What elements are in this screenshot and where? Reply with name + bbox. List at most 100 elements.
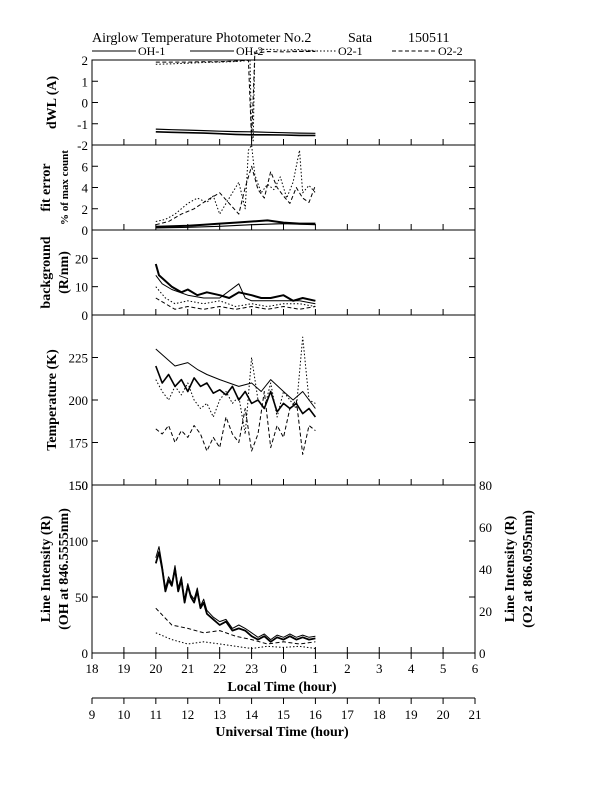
panel-2: 6 4 2 0 fit error % of max count [39,144,476,238]
series-o2-1 [155,286,316,307]
panel-1: 2 1 0 -1 -2 dWL (A) [45,48,476,153]
panel-frame [91,314,476,486]
legend-label-oh-1: OH-1 [138,44,165,58]
universal-time-tick-label: 13 [213,707,226,722]
panel-frame [91,229,476,316]
local-time-tick-label: 21 [181,661,194,676]
series-oh-1 [155,128,316,134]
universal-time-tick-label: 20 [437,707,450,722]
y-tick-label: 175 [69,436,89,451]
y-tick-label: -2 [77,138,88,153]
y-tick-label: 0 [82,646,89,661]
local-time-label: Local Time (hour) [227,680,336,695]
series-o2-2 [155,391,316,455]
universal-time-tick-label: 17 [341,707,355,722]
series-o2-1 [155,607,316,645]
y-tick-label: 10 [75,280,88,295]
series-oh-1 [154,551,316,643]
y-tick-label: 0 [82,223,89,238]
y-axis-label: dWL (A) [45,76,60,130]
local-time-tick-label: 4 [408,661,415,676]
series-oh-1 [155,348,316,409]
legend: OH-1 OH-2 O2-1 O2-2 [92,44,463,58]
series-oh-2 [155,274,316,305]
y-tick-label: -1 [77,117,88,132]
y-axis-label-right-2: (O2 at 866.0595nm) [521,510,536,628]
y-tick-label: 0 [82,308,89,323]
local-time-tick-label: 1 [312,661,319,676]
y-tick-label: 2 [82,202,89,217]
local-time-tick-label: 0 [280,661,287,676]
date-label: 150511 [408,31,449,46]
universal-time-tick-label: 19 [405,707,418,722]
series-o2-2 [155,51,316,142]
legend-label-o2-2: O2-2 [438,44,463,58]
site-name: Sata [348,31,373,46]
y-tick-label: 100 [69,534,89,549]
universal-time-tick-label: 12 [181,707,194,722]
series-oh-2 [155,219,316,228]
universal-time-tick-label: 11 [150,707,163,722]
local-time-tick-label: 2 [344,661,351,676]
series-o2-1 [155,336,316,435]
y-tick-label-right: 80 [479,478,492,493]
universal-time-tick-label: 18 [373,707,386,722]
local-time-tick-label: 5 [440,661,447,676]
y-axis-label-2: (OH at 846.5555nm) [57,508,72,630]
series-o2-1 [155,144,316,222]
y-tick-label: 1 [82,74,89,89]
chart-title: Airglow Temperature Photometer No.2 [92,31,311,46]
y-tick-label-right: 40 [479,562,492,577]
series-o2-2 [155,297,316,310]
series-oh-2 [155,365,317,418]
universal-time-tick-label: 10 [117,707,130,722]
y-axis-label: background [39,236,54,308]
y-axis-label: fit error [39,163,54,211]
y-tick-label: 225 [69,351,89,366]
y-axis-label-2: % of max count [59,150,71,225]
y-tick-label: 6 [82,159,89,174]
universal-time-tick-label: 15 [277,707,290,722]
series-o2-2 [155,165,316,226]
local-time-tick-label: 3 [376,661,383,676]
y-axis-label-right: Line Intensity (R) [503,515,518,622]
series-oh-2 [155,131,316,137]
y-tick-label-right: 0 [479,646,486,661]
legend-label-oh-2: OH-2 [236,44,263,58]
local-time-tick-label: 19 [117,661,130,676]
panel-4: 225 200 175 150 Temperature (K) [45,314,476,493]
universal-time-tick-label: 16 [309,707,323,722]
y-tick-label: 4 [82,181,89,196]
local-time-tick-label: 23 [245,661,258,676]
panel-frame [91,484,476,654]
y-tick-label-right: 20 [479,604,492,619]
universal-time-tick-label: 21 [469,707,482,722]
local-time-tick-label: 18 [86,661,99,676]
universal-time-tick-label: 9 [89,707,96,722]
legend-label-o2-1: O2-1 [338,44,363,58]
y-tick-label: 2 [82,53,89,68]
series-oh-2 [155,546,316,641]
local-time-tick-label: 6 [472,661,479,676]
y-tick-label: 150 [69,478,89,493]
y-axis-label: Line Intensity (R) [39,515,54,622]
y-tick-label-right: 60 [479,520,492,535]
y-tick-label: 200 [69,393,89,408]
universal-time-tick-label: 14 [245,707,259,722]
y-axis-label: Temperature (K) [45,349,60,451]
series-o2-1 [155,48,316,142]
y-tick-label: 50 [75,590,88,605]
y-tick-label: 20 [75,251,88,266]
local-time-tick-label: 20 [149,661,162,676]
panel-frame [91,144,476,231]
y-tick-label: 0 [82,96,89,111]
y-tick-label: 150 [69,478,89,493]
series-o2-2 [155,632,316,649]
universal-time-label: Universal Time (hour) [215,725,349,740]
panel-3: 20 10 0 background (R/nm) [39,229,476,323]
local-time-tick-label: 22 [213,661,226,676]
series-oh-1 [154,263,316,302]
